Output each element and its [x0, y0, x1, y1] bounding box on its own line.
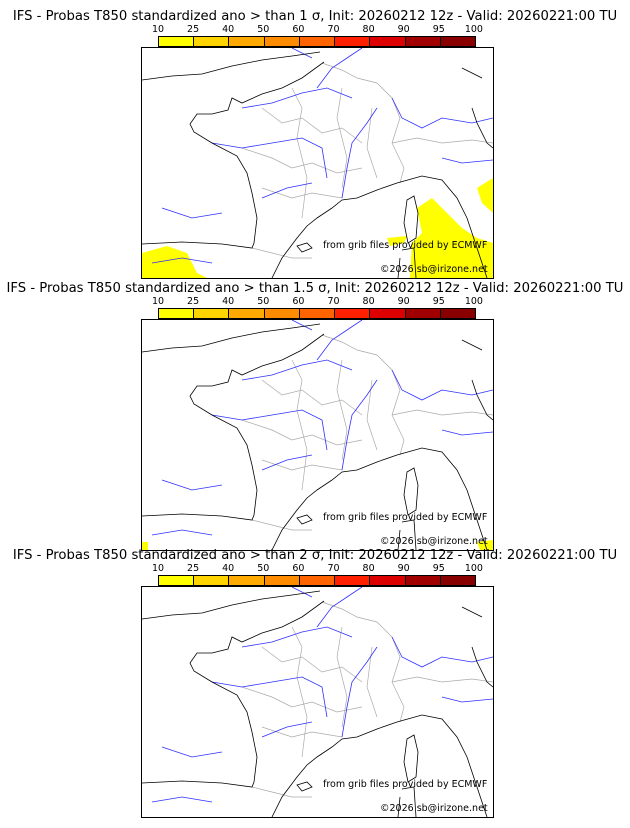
borders [241, 62, 493, 259]
colorbar-tick: 60 [292, 24, 305, 35]
colorbar-tick: 90 [397, 24, 410, 35]
colorbar-segment [405, 309, 441, 318]
source-credit: from grib files provided by ECMWF [323, 779, 488, 790]
colorbar-tick: 80 [362, 296, 375, 307]
colorbar-tick: 100 [464, 24, 483, 35]
colorbar-segment [405, 576, 441, 585]
forecast-panel: IFS - Probas T850 standardized ano > tha… [0, 272, 630, 551]
colorbar-segment [335, 37, 371, 46]
colorbar-tick: 25 [187, 296, 200, 307]
colorbar-tick: 60 [292, 563, 305, 574]
panel-title: IFS - Probas T850 standardized ano > tha… [12, 9, 618, 24]
forecast-panel: IFS - Probas T850 standardized ano > tha… [0, 0, 630, 279]
probability-region [477, 178, 493, 213]
colorbar-segment [299, 37, 336, 46]
colorbar-tick: 90 [397, 563, 410, 574]
probability-region [410, 198, 493, 278]
colorbar-tick: 95 [432, 563, 445, 574]
probability-region [387, 236, 407, 246]
forecast-panel: IFS - Probas T850 standardized ano > tha… [0, 539, 630, 818]
colorbar-tick: 100 [464, 296, 483, 307]
colorbar-segment [159, 309, 195, 318]
colorbar-segment [194, 37, 230, 46]
probability-map[interactable]: from grib files provided by ECMWF ©2026 … [141, 47, 494, 279]
colorbar-segment [335, 309, 371, 318]
colorbar-ticks: 10 25 40 50 60 70 80 90 95 100 [152, 24, 483, 35]
colorbar-tick: 70 [327, 563, 340, 574]
borders [241, 601, 493, 798]
colorbar-tick: 50 [257, 24, 270, 35]
colorbar-segment [194, 576, 230, 585]
colorbar [158, 575, 476, 586]
colorbar-segment [229, 576, 265, 585]
probability-map[interactable]: from grib files provided by ECMWF ©2026 … [141, 586, 494, 818]
colorbar-segment [440, 576, 475, 585]
colorbar-tick: 95 [432, 296, 445, 307]
colorbar-segment [159, 576, 195, 585]
panel-title: IFS - Probas T850 standardized ano > tha… [6, 281, 624, 296]
colorbar-tick: 10 [151, 563, 165, 574]
rivers [151, 320, 493, 536]
colorbar-segment [299, 576, 336, 585]
colorbar-tick: 25 [187, 24, 200, 35]
colorbar-ticks: 10 25 40 50 60 70 80 90 95 100 [152, 563, 483, 574]
colorbar-tick: 40 [222, 296, 235, 307]
colorbar-segment [264, 309, 300, 318]
coastline [142, 323, 493, 550]
colorbar-segment [299, 309, 336, 318]
coastline [142, 590, 493, 817]
source-credit: from grib files provided by ECMWF [323, 240, 488, 251]
probability-area [142, 178, 493, 278]
colorbar-tick: 70 [327, 24, 340, 35]
colorbar-segment [370, 309, 406, 318]
copyright-credit: ©2026 sb@irizone.net [380, 536, 488, 547]
colorbar-tick: 100 [464, 563, 483, 574]
copyright-credit: ©2026 sb@irizone.net [380, 264, 488, 275]
colorbar-segment [405, 37, 441, 46]
colorbar-tick: 95 [432, 24, 445, 35]
colorbar-segment [370, 37, 406, 46]
colorbar-segment [370, 576, 406, 585]
panel-title: IFS - Probas T850 standardized ano > tha… [12, 548, 618, 563]
colorbar-segment [440, 309, 475, 318]
probability-map[interactable]: from grib files provided by ECMWF ©2026 … [141, 319, 494, 551]
colorbar-tick: 50 [257, 296, 270, 307]
colorbar [158, 36, 476, 47]
colorbar-tick: 70 [327, 296, 340, 307]
copyright-credit: ©2026 sb@irizone.net [380, 803, 488, 814]
colorbar [158, 308, 476, 319]
colorbar-tick: 10 [151, 296, 165, 307]
source-credit: from grib files provided by ECMWF [323, 512, 488, 523]
colorbar-segment [264, 576, 300, 585]
colorbar-segment [194, 309, 230, 318]
colorbar-segment [440, 37, 475, 46]
colorbar-segment [264, 37, 300, 46]
coastline [142, 51, 493, 278]
colorbar-tick: 80 [362, 563, 375, 574]
colorbar-segment [159, 37, 195, 46]
colorbar-tick: 50 [257, 563, 270, 574]
colorbar-ticks: 10 25 40 50 60 70 80 90 95 100 [152, 296, 483, 307]
colorbar-tick: 25 [187, 563, 200, 574]
colorbar-segment [335, 576, 371, 585]
probability-region [142, 542, 148, 550]
colorbar-tick: 40 [222, 563, 235, 574]
colorbar-tick: 10 [151, 24, 165, 35]
colorbar-tick: 60 [292, 296, 305, 307]
borders [241, 334, 493, 531]
rivers [151, 48, 493, 264]
colorbar-segment [229, 309, 265, 318]
colorbar-tick: 90 [397, 296, 410, 307]
probability-region [142, 246, 207, 278]
rivers [151, 587, 493, 803]
colorbar-segment [229, 37, 265, 46]
colorbar-tick: 40 [222, 24, 235, 35]
colorbar-tick: 80 [362, 24, 375, 35]
